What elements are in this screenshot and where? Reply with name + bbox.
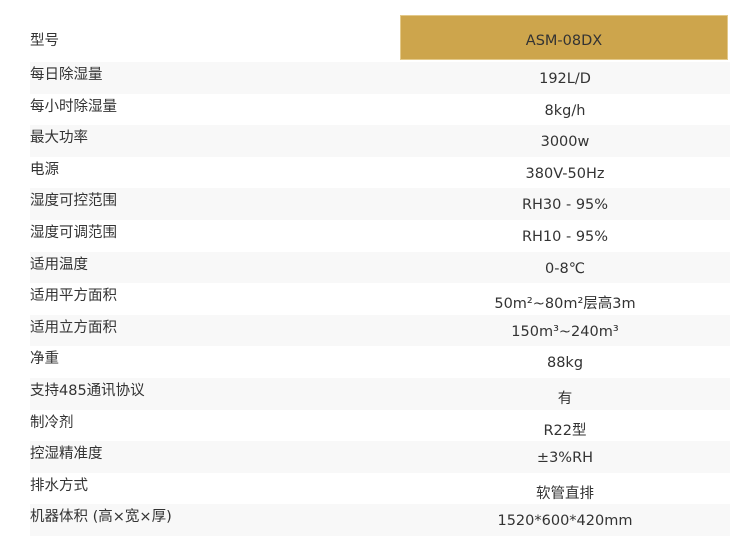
spec-row: 每小时除湿量 8kg/h	[30, 94, 730, 126]
spec-value: 88kg	[546, 355, 584, 372]
spec-value: ±3%RH	[536, 450, 594, 467]
spec-label: 湿度可控范围	[30, 193, 117, 210]
spec-value: 150m³~240m³	[511, 323, 619, 340]
spec-row: 电源 380V-50Hz	[30, 157, 730, 189]
spec-value: 3000w	[540, 134, 590, 151]
spec-label: 适用温度	[30, 256, 88, 273]
spec-table: 型号 ASM-08DX 每日除湿量 192L/D 每小时除湿量 8kg/h 最大功率 3000…	[30, 15, 730, 536]
spec-label: 排水方式	[30, 477, 88, 494]
spec-value: R22型	[543, 422, 587, 439]
spec-value: RH10 - 95%	[521, 228, 609, 245]
spec-row: 湿度可控范围 RH30 - 95%	[30, 188, 730, 220]
spec-value: 0-8℃	[545, 260, 585, 277]
spec-row: 型号 ASM-08DX	[30, 15, 730, 62]
spec-row: 净重 88kg	[30, 346, 730, 378]
spec-label: 型号	[30, 33, 59, 49]
spec-row: 控湿精准度 ±3%RH	[30, 441, 730, 473]
spec-label: 机器体积 (高×宽×厚)	[30, 509, 172, 526]
spec-label: 适用平方面积	[30, 288, 117, 305]
spec-row: 湿度可调范围 RH10 - 95%	[30, 220, 730, 252]
spec-label: 控湿精准度	[30, 446, 103, 463]
spec-label: 每小时除湿量	[30, 98, 117, 115]
spec-value: 1520*600*420mm	[497, 513, 633, 530]
spec-label: 净重	[30, 351, 59, 368]
spec-value: 50m²~80m²层高3m	[494, 296, 636, 313]
spec-label: 最大功率	[30, 130, 88, 147]
spec-row: 适用平方面积 50m²~80m²层高3m	[30, 283, 730, 315]
spec-value: 192L/D	[539, 71, 591, 87]
spec-label: 每日除湿量	[30, 67, 103, 83]
spec-row: 机器体积 (高×宽×厚) 1520*600*420mm	[30, 504, 730, 536]
spec-value: 380V-50Hz	[525, 165, 605, 182]
spec-row: 适用温度 0-8℃	[30, 251, 730, 284]
spec-row: 每日除湿量 192L/D	[30, 62, 730, 94]
spec-value: RH30 - 95%	[521, 197, 609, 214]
model-value: ASM-08DX	[400, 15, 728, 60]
spec-row: 适用立方面积 150m³~240m³	[30, 314, 730, 347]
spec-row: 排水方式 软管直排	[30, 473, 730, 505]
spec-row: 支持485通讯协议 有	[30, 377, 730, 410]
spec-value: 8kg/h	[544, 102, 586, 119]
spec-label: 电源	[30, 161, 59, 178]
spec-label: 湿度可调范围	[30, 224, 117, 241]
spec-value: 软管直排	[536, 485, 594, 502]
spec-value: 有	[557, 390, 573, 407]
spec-row: 制冷剂 R22型	[30, 410, 730, 442]
spec-row: 最大功率 3000w	[30, 125, 730, 157]
spec-label: 支持485通讯协议	[30, 382, 145, 399]
spec-label: 制冷剂	[30, 414, 74, 431]
spec-label: 适用立方面积	[30, 319, 117, 336]
